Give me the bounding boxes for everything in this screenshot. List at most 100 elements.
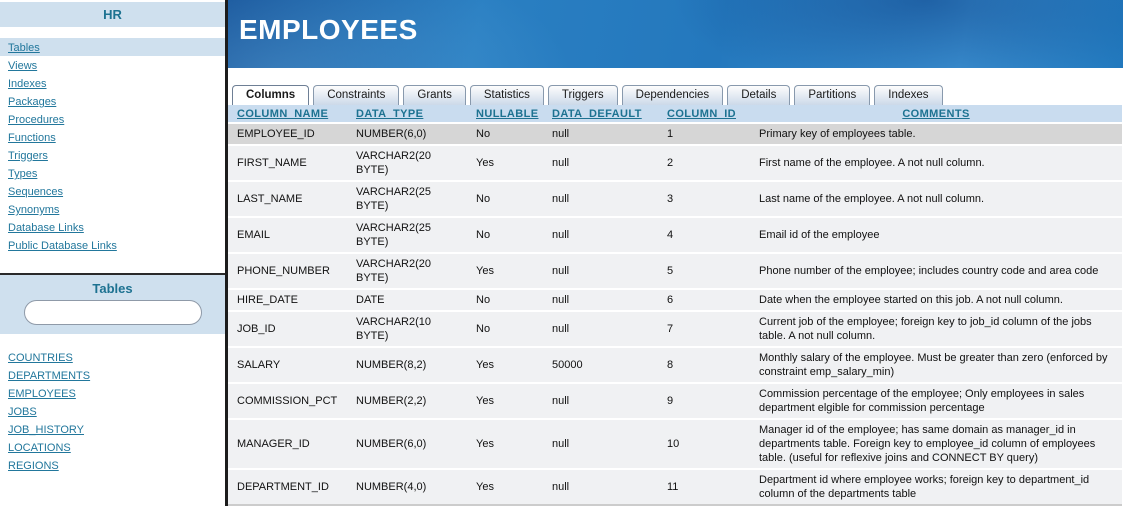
cell-data-type: VARCHAR2(10 BYTE) [356, 316, 431, 342]
cell-column-name: COMMISSION_PCT [237, 395, 338, 407]
column-header-link-column-id[interactable]: COLUMN_ID [667, 107, 736, 120]
sidebar: HR Tables Views Indexes Packages Procedures F… [0, 0, 228, 506]
sidebar-link-tables[interactable]: Tables [8, 42, 40, 54]
grid-header-row: COLUMN_NAME DATA_TYPE NULLABLE DATA_DEFAULT… [228, 105, 1122, 124]
table-list-item-departments: DEPARTMENTS [0, 366, 225, 384]
cell-comments: Current job of the employee; foreign key… [759, 316, 1092, 342]
object-type-nav: Tables Views Indexes Packages Procedures Func… [0, 38, 225, 254]
sidebar-link-functions[interactable]: Functions [8, 132, 56, 144]
cell-column-name: LAST_NAME [237, 193, 303, 205]
column-header-nullable: NULLABLE [467, 108, 543, 120]
cell-nullable: Yes [476, 395, 494, 407]
cell-column-id: 9 [667, 395, 674, 407]
main-content: EMPLOYEES Columns Constraints Grants Statis… [228, 0, 1123, 506]
column-header-data-type: DATA_TYPE [347, 108, 467, 120]
sidebar-link-procedures[interactable]: Procedures [8, 114, 65, 126]
tab-indexes[interactable]: Indexes [874, 85, 943, 105]
column-header-data-default: DATA_DEFAULT [543, 108, 658, 120]
cell-column-name: JOB_ID [237, 323, 276, 335]
tab-details[interactable]: Details [727, 85, 791, 105]
cell-comments: Department id where employee works; fore… [759, 474, 1090, 500]
column-header-link-comments[interactable]: COMMENTS [902, 107, 970, 120]
sidebar-link-public-database-links[interactable]: Public Database Links [8, 240, 117, 252]
cell-data-type: VARCHAR2(20 BYTE) [356, 258, 431, 284]
cell-nullable: No [476, 323, 491, 335]
table-list-item-locations: LOCATIONS [0, 438, 225, 456]
sidebar-item-procedures: Procedures [0, 110, 225, 128]
cell-nullable: No [476, 229, 491, 241]
sidebar-link-packages[interactable]: Packages [8, 96, 57, 108]
table-row: HIRE_DATE DATE No null 6 Date when the employ… [228, 290, 1122, 312]
tab-columns[interactable]: Columns [232, 85, 310, 105]
tab-statistics[interactable]: Statistics [469, 85, 544, 105]
cell-comments: Commission percentage of the employee; O… [759, 388, 1085, 414]
tab-bar: Columns Constraints Grants Statistics Trigge… [228, 68, 1123, 105]
cell-nullable: No [476, 128, 491, 140]
cell-nullable: Yes [476, 359, 494, 371]
table-row: EMAIL VARCHAR2(25 BYTE) No null 4 Email id of… [228, 218, 1122, 254]
sidebar-link-indexes[interactable]: Indexes [8, 78, 47, 90]
table-list-item-countries: COUNTRIES [0, 348, 225, 366]
sidebar-item-synonyms: Synonyms [0, 200, 225, 218]
sidebar-link-types[interactable]: Types [8, 168, 38, 180]
cell-column-id: 7 [667, 323, 674, 335]
cell-column-name: PHONE_NUMBER [237, 265, 330, 277]
cell-column-name: MANAGER_ID [237, 438, 310, 450]
tab-triggers[interactable]: Triggers [547, 85, 618, 105]
sidebar-link-database-links[interactable]: Database Links [8, 222, 84, 234]
cell-data-default: null [552, 481, 570, 493]
sidebar-item-triggers: Triggers [0, 146, 225, 164]
table-link-jobs[interactable]: JOBS [8, 406, 37, 418]
sidebar-item-packages: Packages [0, 92, 225, 110]
table-link-regions[interactable]: REGIONS [8, 460, 59, 472]
sidebar-item-types: Types [0, 164, 225, 182]
column-header-link-nullable[interactable]: NULLABLE [476, 107, 539, 120]
cell-comments: Manager id of the employee; has same dom… [759, 424, 1096, 464]
grid-body: EMPLOYEE_ID NUMBER(6,0) No null 1 Primary key… [228, 124, 1123, 506]
cell-column-id: 3 [667, 193, 674, 205]
sidebar-link-views[interactable]: Views [8, 60, 38, 72]
sidebar-item-sequences: Sequences [0, 182, 225, 200]
tables-panel-title: Tables [92, 281, 133, 296]
sidebar-link-sequences[interactable]: Sequences [8, 186, 64, 198]
cell-column-id: 5 [667, 265, 674, 277]
cell-column-name: DEPARTMENT_ID [237, 481, 329, 493]
tab-constraints[interactable]: Constraints [313, 85, 400, 105]
column-header-column-id: COLUMN_ID [658, 108, 750, 120]
cell-data-type: NUMBER(4,0) [356, 481, 427, 493]
sidebar-link-triggers[interactable]: Triggers [8, 150, 48, 162]
cell-data-default: null [552, 265, 570, 277]
column-header-link-data-default[interactable]: DATA_DEFAULT [552, 107, 642, 120]
cell-column-id: 6 [667, 294, 674, 306]
cell-data-default: null [552, 323, 570, 335]
table-row: JOB_ID VARCHAR2(10 BYTE) No null 7 Current jo… [228, 312, 1122, 348]
cell-column-name: EMAIL [237, 229, 271, 241]
table-link-departments[interactable]: DEPARTMENTS [8, 370, 91, 382]
tab-grants[interactable]: Grants [403, 85, 466, 105]
cell-nullable: Yes [476, 481, 494, 493]
column-header-link-column-name[interactable]: COLUMN_NAME [237, 107, 329, 120]
table-link-job-history[interactable]: JOB_HISTORY [8, 424, 85, 436]
sidebar-item-tables: Tables [0, 38, 225, 56]
cell-data-default: null [552, 294, 570, 306]
cell-data-type: VARCHAR2(25 BYTE) [356, 186, 431, 212]
tab-partitions[interactable]: Partitions [794, 85, 871, 105]
table-row: SALARY NUMBER(8,2) Yes 50000 8 Monthly salary… [228, 348, 1122, 384]
tab-dependencies[interactable]: Dependencies [621, 85, 724, 105]
column-header-link-data-type[interactable]: DATA_TYPE [356, 107, 424, 120]
table-row: FIRST_NAME VARCHAR2(20 BYTE) Yes null 2 First… [228, 146, 1122, 182]
banner: EMPLOYEES [228, 0, 1123, 68]
table-search-input[interactable] [23, 300, 202, 325]
table-link-employees[interactable]: EMPLOYEES [8, 388, 76, 400]
cell-column-id: 8 [667, 359, 674, 371]
cell-data-default: null [552, 128, 570, 140]
cell-column-name: SALARY [237, 359, 281, 371]
cell-data-type: VARCHAR2(25 BYTE) [356, 222, 431, 248]
table-link-countries[interactable]: COUNTRIES [8, 352, 73, 364]
sidebar-link-synonyms[interactable]: Synonyms [8, 204, 60, 216]
table-list-item-job-history: JOB_HISTORY [0, 420, 225, 438]
cell-data-default: null [552, 157, 570, 169]
table-link-locations[interactable]: LOCATIONS [8, 442, 71, 454]
cell-column-name: HIRE_DATE [237, 294, 298, 306]
